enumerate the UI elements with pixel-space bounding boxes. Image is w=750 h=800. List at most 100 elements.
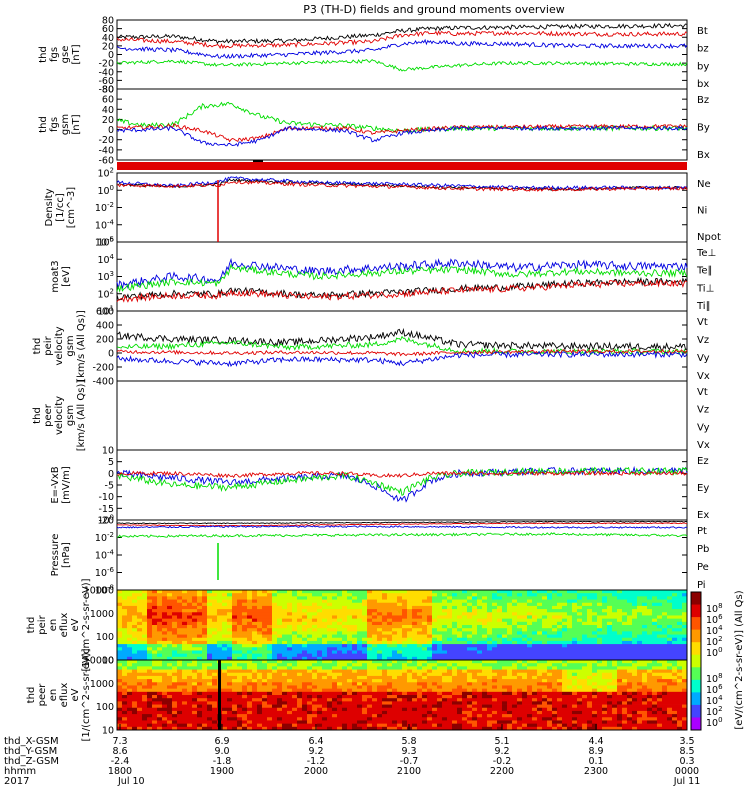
heat-cell	[272, 714, 278, 718]
heat-cell	[312, 707, 318, 712]
heat-cell	[597, 615, 603, 620]
heat-cell	[437, 605, 443, 610]
heat-cell	[407, 672, 413, 677]
heat-cell	[302, 685, 308, 690]
heat-cell	[652, 593, 658, 597]
heat-cell	[422, 590, 428, 594]
heat-cell	[432, 618, 438, 623]
heat-cell	[477, 707, 483, 712]
heat-cell	[547, 599, 553, 604]
heat-cell	[382, 720, 388, 725]
heat-cell	[452, 618, 458, 623]
heat-cell	[537, 628, 543, 632]
heat-cell	[587, 644, 593, 648]
heat-cell	[222, 628, 228, 632]
heat-cell	[497, 669, 503, 674]
heat-cell	[187, 660, 193, 664]
heat-cell	[297, 679, 303, 683]
heat-cell	[417, 634, 423, 639]
heat-cell	[467, 656, 473, 661]
heat-cell	[417, 691, 423, 696]
heat-cell	[437, 609, 443, 613]
heat-cell	[377, 609, 383, 613]
heat-cell	[572, 621, 578, 626]
heat-cell	[667, 631, 673, 635]
heat-cell	[337, 609, 343, 613]
heat-cell	[502, 691, 508, 696]
heat-cell	[302, 701, 308, 705]
heat-cell	[397, 720, 403, 725]
heat-cell	[322, 707, 328, 712]
heat-cell	[167, 714, 173, 718]
heat-cell	[587, 720, 593, 725]
heat-cell	[217, 625, 223, 629]
ylabel-peer_velocity: velocity	[54, 396, 65, 435]
heat-cell	[307, 682, 313, 686]
heat-cell	[567, 663, 573, 667]
heat-cell	[357, 704, 363, 709]
heat-cell	[247, 653, 253, 658]
heat-cell	[447, 714, 453, 718]
heat-cell	[327, 640, 333, 645]
heat-cell	[507, 688, 513, 693]
heat-cell	[592, 609, 598, 613]
heat-cell	[552, 644, 558, 648]
heat-cell	[572, 695, 578, 699]
heat-cell	[282, 621, 288, 626]
heat-cell	[402, 634, 408, 639]
heat-cell	[307, 637, 313, 642]
heat-cell	[462, 640, 468, 645]
heat-cell	[457, 634, 463, 639]
heat-cell	[122, 717, 128, 721]
legend-Vz: Vz	[697, 335, 709, 346]
heat-cell	[527, 660, 533, 664]
heat-cell	[372, 666, 378, 670]
heat-cell	[672, 650, 678, 655]
heat-cell	[417, 698, 423, 702]
heat-cell	[552, 695, 558, 699]
heat-cell	[532, 656, 538, 661]
heat-cell	[197, 666, 203, 670]
heat-cell	[352, 599, 358, 604]
heat-cell	[602, 707, 608, 712]
heat-cell	[327, 628, 333, 632]
heat-cell	[422, 596, 428, 600]
heat-cell	[527, 656, 533, 661]
heat-cell	[367, 726, 373, 731]
heat-cell	[412, 634, 418, 639]
heat-cell	[182, 698, 188, 702]
heat-cell	[382, 691, 388, 696]
heat-cell	[592, 640, 598, 645]
heat-cell	[302, 637, 308, 642]
heat-cell	[372, 656, 378, 661]
heat-cell	[612, 669, 618, 674]
heat-cell	[337, 666, 343, 670]
heat-cell	[292, 596, 298, 600]
heat-cell	[652, 644, 658, 648]
heat-cell	[432, 647, 438, 651]
heat-cell	[152, 701, 158, 705]
heat-cell	[562, 675, 568, 680]
heat-cell	[452, 717, 458, 721]
heat-cell	[207, 631, 213, 635]
heat-cell	[192, 723, 198, 728]
heat-cell	[172, 698, 178, 702]
heat-cell	[377, 691, 383, 696]
heat-cell	[352, 590, 358, 594]
heat-cell	[492, 653, 498, 658]
heat-cell	[522, 723, 528, 728]
heat-cell	[122, 679, 128, 683]
heat-cell	[392, 612, 398, 616]
heat-cell	[612, 710, 618, 715]
heat-cell	[677, 596, 683, 600]
heat-cell	[452, 707, 458, 712]
heat-cell	[182, 695, 188, 699]
heat-cell	[192, 672, 198, 677]
heat-cell	[497, 653, 503, 658]
heat-cell	[327, 644, 333, 648]
heat-cell	[257, 612, 263, 616]
heat-cell	[522, 640, 528, 645]
heat-cell	[387, 698, 393, 702]
heat-cell	[452, 726, 458, 731]
heat-cell	[132, 726, 138, 731]
